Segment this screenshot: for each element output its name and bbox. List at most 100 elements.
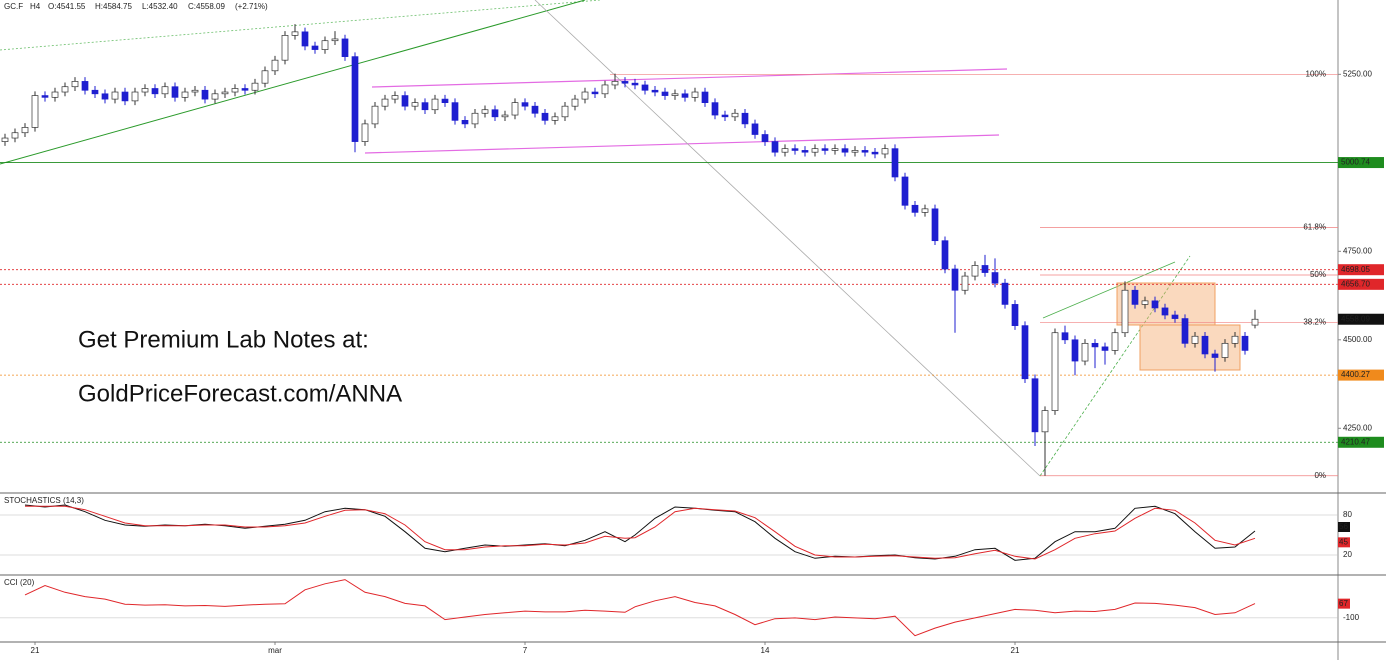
candle-body [141, 88, 149, 93]
candle-body [111, 91, 119, 100]
timeframe: H4 [30, 2, 41, 11]
candle-body [161, 86, 169, 95]
candle-body [51, 91, 59, 98]
x-tick-label: 21 [31, 646, 40, 655]
candle-body [1051, 332, 1059, 411]
candle-body [401, 95, 409, 107]
candle-body [1081, 342, 1089, 362]
candle-body [881, 148, 889, 155]
candle-body [271, 59, 279, 72]
candle-body [231, 88, 239, 93]
candle-body [771, 141, 779, 153]
candle-body [901, 176, 909, 206]
change: (+2.71%) [235, 2, 268, 11]
candle-body [571, 98, 579, 107]
candle-body [601, 84, 609, 95]
candle-body [1181, 318, 1189, 344]
indicator-line [24, 579, 1256, 637]
candle-body [411, 102, 419, 107]
candle-body [181, 91, 189, 98]
candle-body [841, 148, 849, 153]
price-label: 4210.47 [1341, 437, 1370, 446]
candle-body [1161, 307, 1169, 316]
candle-body [491, 109, 499, 118]
candle-body [261, 70, 269, 84]
candle-body [831, 148, 839, 151]
candle-body [931, 208, 939, 242]
candle-body [651, 89, 659, 93]
y-tick-label: 4500.00 [1343, 335, 1372, 344]
candle-body [31, 95, 39, 128]
candle-body [861, 150, 869, 153]
candle-body [661, 91, 669, 96]
candle-body [691, 91, 699, 98]
y-tick-label: -100 [1343, 613, 1360, 622]
candle-body [551, 116, 559, 121]
price-label: 4400.27 [1341, 370, 1370, 379]
candle-body [71, 81, 79, 88]
price-label-box [1338, 157, 1384, 169]
candle-body [741, 112, 749, 125]
candle-body [791, 148, 799, 151]
candle-body [481, 109, 489, 114]
candle-body [81, 81, 89, 91]
candle-body [821, 148, 829, 151]
candle-body [921, 208, 929, 213]
trendline [1039, 255, 1191, 477]
candle-body [521, 102, 529, 107]
candle-body [1151, 300, 1159, 309]
candle-body [281, 35, 289, 61]
price-label-box [1338, 369, 1384, 381]
price-label: 4698.05 [1341, 265, 1370, 274]
candle-body [1211, 353, 1219, 358]
value-label: 45 [1339, 537, 1348, 546]
ohlc-close: C:4558.09 [188, 2, 225, 11]
value-label: 67 [1339, 599, 1348, 608]
y-tick-label: 4750.00 [1343, 246, 1372, 255]
candle-body [1111, 332, 1119, 351]
fib-label: 50% [1310, 270, 1326, 279]
candle-body [721, 114, 729, 118]
candle-body [701, 91, 709, 103]
candle-body [1241, 335, 1249, 351]
candle-body [1021, 325, 1029, 380]
price-label-box [1338, 264, 1384, 276]
candle-body [441, 98, 449, 103]
candle-body [801, 150, 809, 153]
candle-body [361, 123, 369, 142]
candle-body [611, 81, 619, 86]
candle-body [341, 38, 349, 57]
candle-body [301, 31, 309, 47]
candle-body [451, 102, 459, 121]
candle-body [671, 93, 679, 96]
candle-body [21, 127, 29, 134]
candle-body [1221, 342, 1229, 358]
trendline [534, 0, 1041, 477]
candle-body [431, 98, 439, 111]
candle-body [1201, 335, 1209, 355]
candle-body [891, 148, 899, 178]
candle-body [11, 132, 19, 139]
price-label: 4656.70 [1341, 279, 1370, 288]
candle-body [121, 91, 129, 102]
candle-body [711, 102, 719, 116]
candle-body [1091, 342, 1099, 348]
fib-label: 61.8% [1303, 223, 1326, 232]
value-label-box [1338, 522, 1350, 532]
trendline [0, 0, 601, 51]
y-tick-label: 20 [1343, 550, 1352, 559]
candle-body [131, 91, 139, 102]
candle-body [681, 93, 689, 98]
candle-body [731, 112, 739, 118]
candle-body [1101, 346, 1109, 351]
candle-body [781, 148, 789, 153]
y-tick-label: 80 [1343, 510, 1352, 519]
candle-body [41, 95, 49, 98]
candle-body [331, 38, 339, 42]
ohlc-low: L:4532.40 [142, 2, 178, 11]
candle-body [1011, 304, 1019, 326]
candle-body [291, 31, 299, 36]
